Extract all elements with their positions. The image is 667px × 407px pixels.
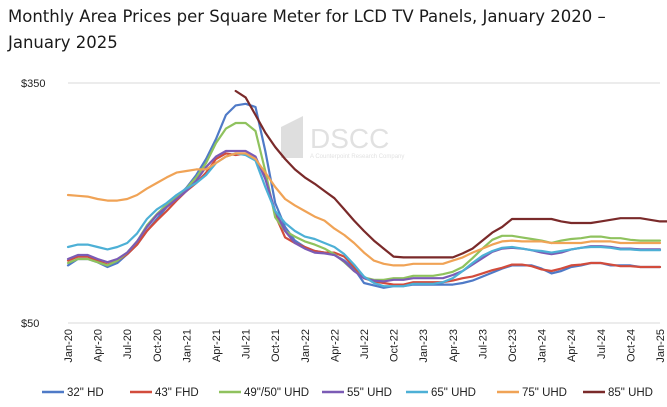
grid-lines	[68, 82, 660, 324]
dscc-logo-icon	[281, 116, 303, 158]
x-tick-label: Oct-21	[270, 329, 282, 362]
y-tick-label: $50	[21, 318, 39, 330]
x-tick-label: Jul-23	[477, 329, 489, 359]
legend-label-1: 43" FHD	[155, 387, 199, 399]
x-tick-label: Jul-22	[359, 329, 371, 359]
series-line-6	[234, 89, 667, 259]
x-tick-label: Oct-24	[625, 329, 637, 362]
legend: 32" HD 43" FHD 49"/50" UHD 55" UHD 65" UHD 75…	[42, 387, 653, 399]
series-line-5	[66, 152, 662, 267]
chart-title: Monthly Area Prices per Square Meter for…	[8, 7, 606, 52]
legend-label-0: 32" HD	[67, 387, 104, 399]
x-tick-label: Apr-24	[566, 329, 578, 362]
x-tick-label: Jul-24	[596, 329, 608, 359]
x-tick-label: Apr-23	[448, 329, 460, 362]
x-tick-label: Oct-22	[389, 329, 401, 362]
x-tick-label: Jan-22	[300, 329, 312, 363]
legend-label-6: 85" UHD	[608, 387, 653, 399]
x-tick-label: Jan-20	[63, 329, 75, 363]
watermark-tagline: A Counterpoint Research Company	[310, 154, 404, 160]
x-tick-label: Apr-22	[329, 329, 341, 362]
dscc-watermark: DSCC A Counterpoint Research Company	[281, 116, 404, 160]
x-tick-label: Jul-21	[241, 329, 253, 359]
y-axis-ticks: $350 $50	[21, 78, 45, 330]
legend-label-4: 65" UHD	[431, 387, 476, 399]
legend-label-5: 75" UHD	[522, 387, 567, 399]
x-tick-label: Apr-20	[93, 329, 105, 362]
x-tick-label: Jul-20	[122, 329, 134, 359]
series-lines	[66, 89, 667, 289]
series-line-4	[66, 152, 662, 288]
series-line-3	[66, 149, 662, 283]
x-tick-label: Oct-23	[507, 329, 519, 362]
x-tick-label: Jan-25	[655, 329, 667, 363]
x-axis-ticks: Jan-20 Apr-20 Jul-20 Oct-20 Jan-21 Apr-21 Jul-…	[63, 329, 667, 363]
watermark-brand: DSCC	[310, 123, 389, 154]
legend-label-2: 49"/50" UHD	[244, 387, 309, 399]
legend-label-3: 55" UHD	[347, 387, 392, 399]
x-tick-label: Jan-21	[181, 329, 193, 363]
x-tick-label: Jan-24	[537, 329, 549, 363]
x-tick-label: Oct-20	[152, 329, 164, 362]
x-tick-label: Jan-23	[418, 329, 430, 363]
y-tick-label: $350	[21, 78, 45, 90]
x-tick-label: Apr-21	[211, 329, 223, 362]
